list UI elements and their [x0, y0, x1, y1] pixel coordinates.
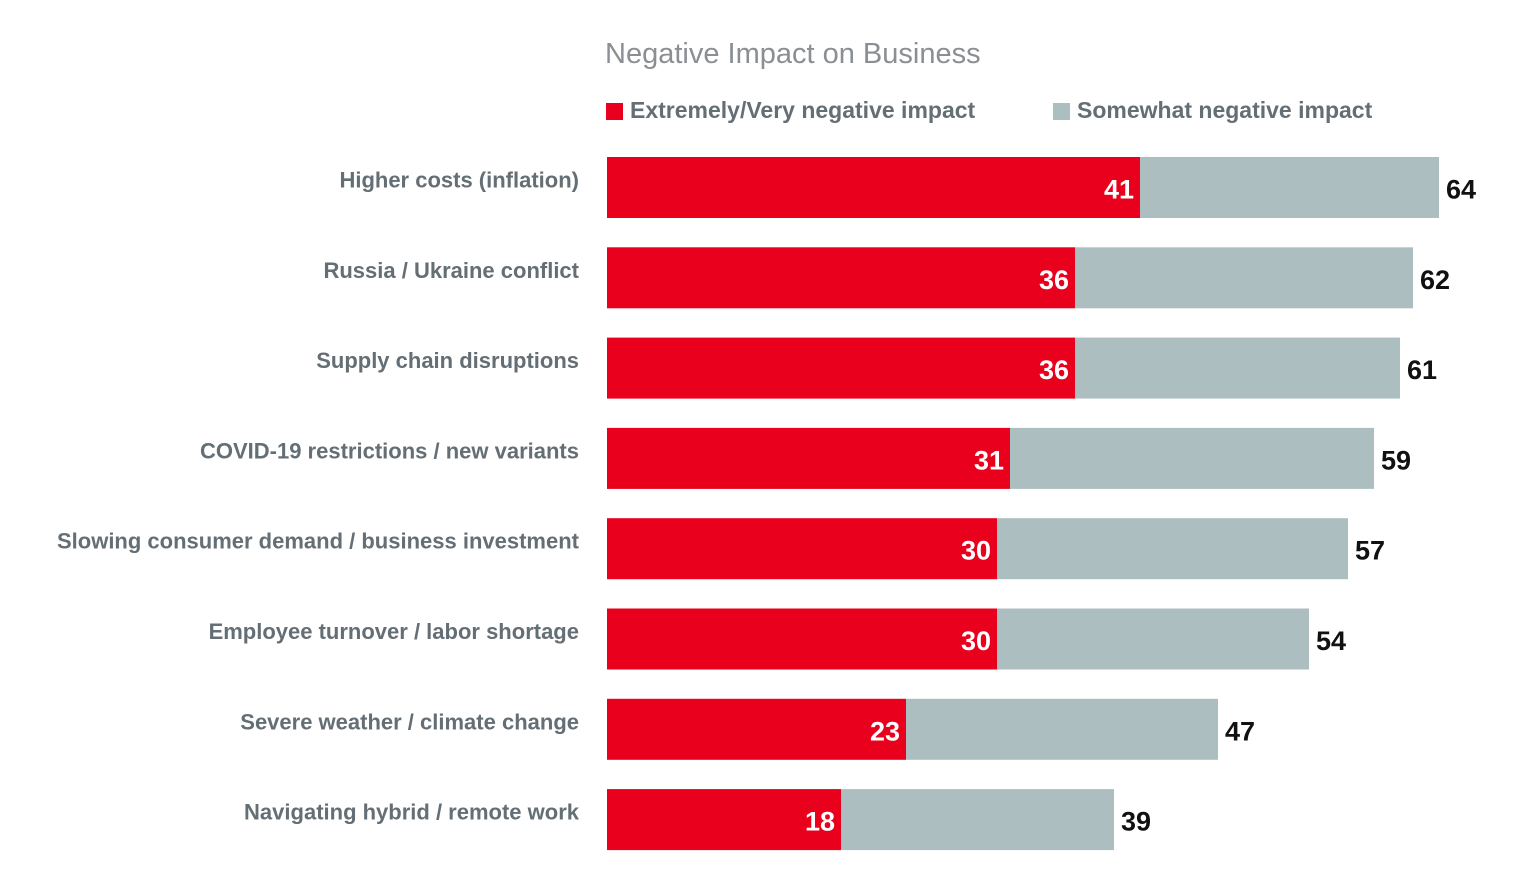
legend-swatch-1: [606, 103, 623, 120]
total-value-label: 59: [1381, 445, 1411, 475]
total-value-label: 62: [1420, 265, 1450, 295]
bar-somewhat: [906, 698, 1218, 760]
bar-somewhat: [1140, 157, 1439, 218]
category-label: Supply chain disruptions: [316, 348, 579, 373]
legend: Extremely/Very negative impact Somewhat n…: [606, 97, 1373, 123]
total-value-label: 64: [1446, 175, 1476, 205]
bar-extremely-very: [607, 789, 841, 851]
chart-title: Negative Impact on Business: [605, 38, 981, 70]
bar-extremely-very: [607, 157, 1140, 218]
bar-extremely-very: [607, 518, 997, 580]
bar-value-label: 30: [961, 536, 991, 566]
bar-value-label: 30: [961, 626, 991, 656]
total-value-label: 54: [1316, 626, 1346, 656]
legend-label-1: Extremely/Very negative impact: [630, 97, 976, 123]
bar-extremely-very: [607, 608, 997, 670]
category-label: Employee turnover / labor shortage: [209, 619, 579, 644]
bar-value-label: 36: [1039, 355, 1069, 385]
category-label: COVID-19 restrictions / new variants: [200, 438, 579, 463]
bar-value-label: 23: [870, 716, 900, 746]
bar-somewhat: [997, 608, 1309, 670]
bar-extremely-very: [607, 698, 906, 760]
total-value-label: 39: [1121, 807, 1151, 837]
value-labels: 41 64 36 62 36 61 31 59 30 57 30 54 23 47 18 39: [805, 175, 1476, 837]
bars: [607, 157, 1439, 851]
bar-value-label: 18: [805, 807, 835, 837]
category-label: Higher costs (inflation): [339, 168, 579, 193]
bar-somewhat: [1075, 247, 1413, 309]
category-label: Severe weather / climate change: [240, 709, 579, 734]
bar-somewhat: [841, 789, 1114, 851]
category-label: Slowing consumer demand / business inves…: [57, 529, 580, 554]
category-labels: Higher costs (inflation) Russia / Ukraine…: [57, 168, 580, 825]
bar-value-label: 41: [1104, 175, 1134, 205]
bar-value-label: 36: [1039, 265, 1069, 295]
category-label: Russia / Ukraine conflict: [323, 258, 579, 283]
bar-somewhat: [1075, 337, 1400, 399]
bar-value-label: 31: [974, 445, 1004, 475]
bar-extremely-very: [607, 427, 1010, 489]
bar-somewhat: [1010, 427, 1374, 489]
category-label: Navigating hybrid / remote work: [244, 800, 580, 825]
total-value-label: 57: [1355, 536, 1385, 566]
bar-extremely-very: [607, 337, 1075, 399]
bar-somewhat: [997, 518, 1348, 580]
bar-extremely-very: [607, 247, 1075, 309]
total-value-label: 61: [1407, 355, 1437, 385]
legend-label-2: Somewhat negative impact: [1077, 97, 1373, 123]
legend-swatch-2: [1053, 103, 1070, 120]
total-value-label: 47: [1225, 716, 1255, 746]
